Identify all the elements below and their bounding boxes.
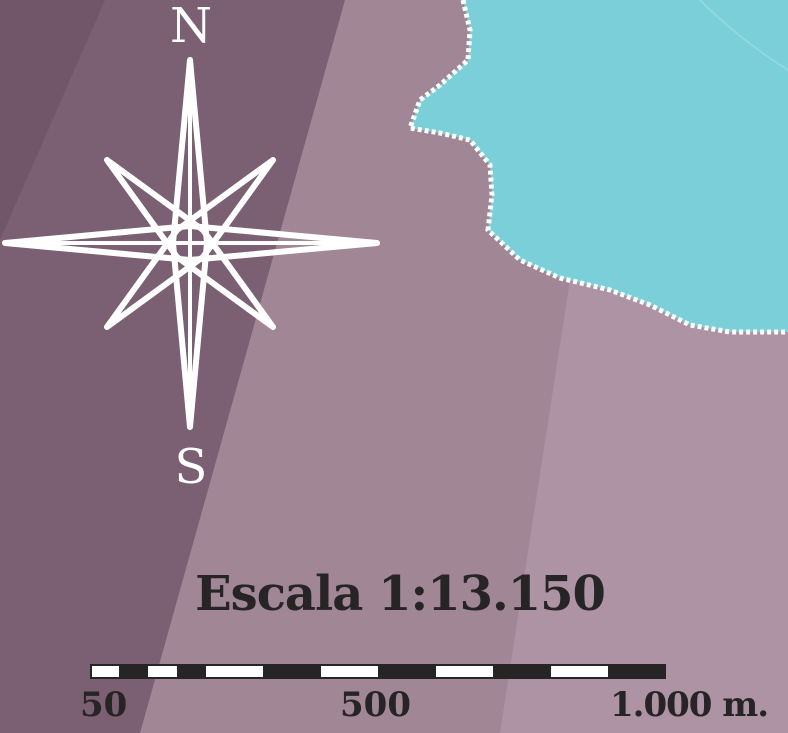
- compass-rose-icon: [2, 57, 380, 430]
- compass-south-label: S: [174, 439, 208, 495]
- water-border: [406, 0, 788, 335]
- scale-bar: [90, 664, 666, 679]
- land-band-darker: [0, 0, 105, 240]
- land-band-light: [500, 280, 788, 733]
- scale-tick-mid: 500: [340, 685, 411, 725]
- compass-north-label: N: [170, 0, 212, 54]
- scale-tick-end: 1.000 m.: [610, 685, 769, 725]
- scale-tick-start: 50: [80, 685, 128, 725]
- water-streamline: [699, 0, 788, 71]
- water-body: [410, 0, 788, 332]
- scale-title: Escala 1:13.150: [195, 566, 606, 622]
